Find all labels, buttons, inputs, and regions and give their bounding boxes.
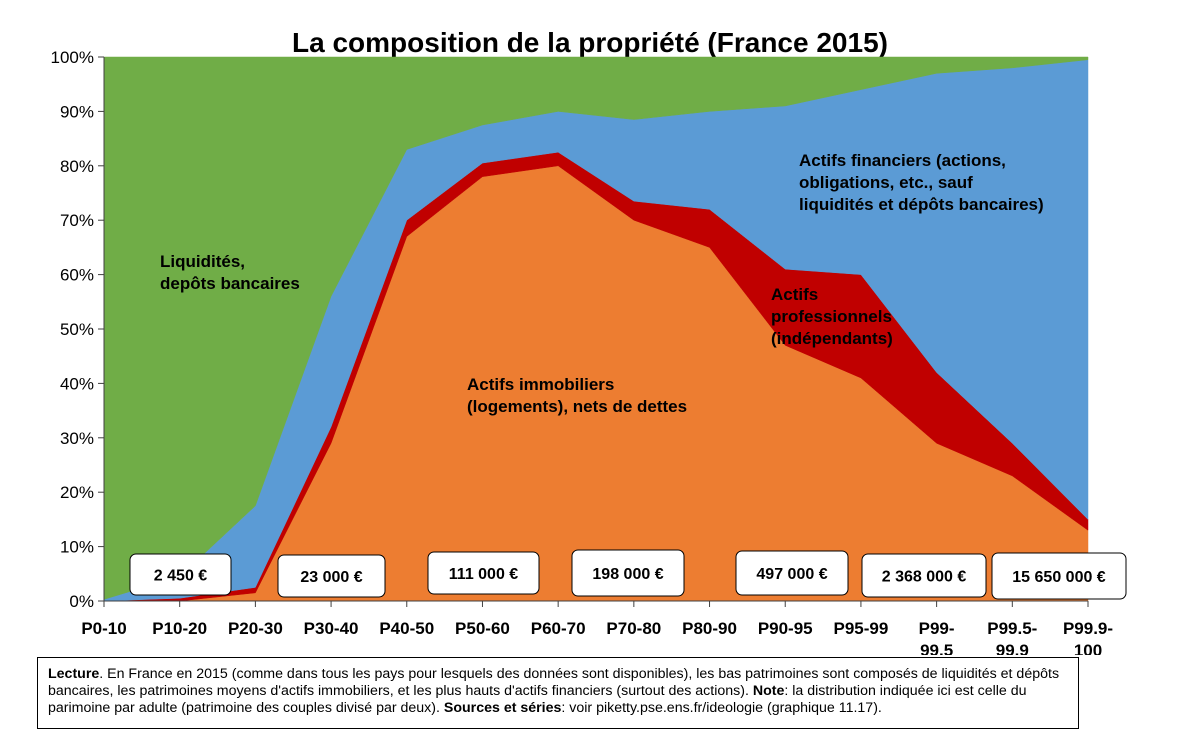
stacked-areas xyxy=(103,56,1089,602)
x-tick-label: P30-40 xyxy=(304,619,359,638)
y-tick-label: 40% xyxy=(60,374,94,393)
wealth-box xyxy=(427,551,540,595)
x-tick-label: P60-70 xyxy=(531,619,586,638)
wealth-box-label: 497 000 € xyxy=(756,566,827,583)
y-tick-label: 20% xyxy=(60,483,94,502)
y-tick-label: 50% xyxy=(60,320,94,339)
area-label-immobiliers: (logements), nets de dettes xyxy=(467,397,687,416)
wealth-boxes: 2 450 € 23 000 € 111 000 € 198 000 € 497 000… xyxy=(129,549,1127,600)
lecture-text: . En France en 2015 (comme dans tous les… xyxy=(48,666,1060,699)
area-label-professionnels: Actifs xyxy=(771,285,818,304)
y-tick-label: 60% xyxy=(60,266,94,285)
wealth-box-label: 15 650 000 € xyxy=(1012,569,1106,586)
wealth-box-label: 198 000 € xyxy=(592,566,663,583)
area-labels: Liquidités, depôts bancaires Actifs immobi… xyxy=(160,151,1044,416)
x-tick-label: P99.9- xyxy=(1063,619,1113,638)
lecture-label: Lecture xyxy=(48,666,100,682)
x-tick-label: P80-90 xyxy=(682,619,737,638)
note-text: : la distribution indiquée ici est celle… xyxy=(48,683,1027,716)
x-tick-label: P70-80 xyxy=(606,619,661,638)
wealth-box xyxy=(277,554,386,598)
chart: La composition de la propriété (France 2… xyxy=(51,27,1127,655)
reading-note: Lecture. En France en 2015 (comme dans t… xyxy=(37,657,1079,729)
x-tick-label: P95-99 xyxy=(834,619,889,638)
y-tick-label: 0% xyxy=(69,592,94,611)
y-tick-label: 80% xyxy=(60,157,94,176)
area-label-liquidites: Liquidités, xyxy=(160,252,245,271)
wealth-box-label: 2 368 000 € xyxy=(882,569,967,586)
x-tick-label: 99.9 xyxy=(996,641,1029,655)
wealth-box-label: 111 000 € xyxy=(449,566,519,583)
area-label-immobiliers: Actifs immobiliers xyxy=(467,375,614,394)
x-tick-label: P99- xyxy=(919,619,955,638)
sources-label: Sources et séries xyxy=(443,700,562,716)
y-axis-ticks: 0% 10% 20% 30% 40% 50% 60% 70% 80% 90% 100% xyxy=(51,48,104,611)
wealth-box-label: 23 000 € xyxy=(300,569,362,586)
y-tick-label: 70% xyxy=(60,211,94,230)
wealth-box xyxy=(571,549,685,597)
area-label-professionnels: professionnels xyxy=(771,307,892,326)
y-tick-label: 100% xyxy=(51,48,94,67)
x-tick-label: P40-50 xyxy=(379,619,434,638)
wealth-box-label: 2 450 € xyxy=(154,568,207,585)
x-tick-label: P50-60 xyxy=(455,619,510,638)
sources-text: : voir piketty.pse.ens.fr/ideologie (gra… xyxy=(561,700,882,716)
x-tick-label: 99.5 xyxy=(920,641,953,655)
x-tick-label: P20-30 xyxy=(228,619,283,638)
wealth-box xyxy=(129,553,232,596)
y-tick-label: 30% xyxy=(60,429,94,448)
wealth-box xyxy=(735,550,849,596)
x-tick-label: P90-95 xyxy=(758,619,813,638)
wealth-box xyxy=(861,553,987,598)
chart-title: La composition de la propriété (France 2… xyxy=(292,27,888,58)
area-label-professionnels: (indépendants) xyxy=(771,329,893,348)
wealth-box xyxy=(991,552,1127,600)
area-label-financiers: Actifs financiers (actions, xyxy=(799,151,1006,170)
x-tick-label: P10-20 xyxy=(152,619,207,638)
x-axis-ticks: P0-10 P10-20 P20-30 P30-40 P40-50 P50-60 P60-7… xyxy=(81,601,1113,655)
x-tick-label: P0-10 xyxy=(81,619,126,638)
x-tick-label: 100 xyxy=(1074,641,1102,655)
note-label: Note xyxy=(752,683,785,699)
area-label-liquidites: depôts bancaires xyxy=(160,274,300,293)
y-tick-label: 10% xyxy=(60,538,94,557)
x-tick-label: P99.5- xyxy=(987,619,1037,638)
area-liquidites xyxy=(103,56,1089,600)
area-label-financiers: liquidités et dépôts bancaires) xyxy=(799,195,1044,214)
y-tick-label: 90% xyxy=(60,102,94,121)
area-label-financiers: obligations, etc., sauf xyxy=(799,173,973,192)
